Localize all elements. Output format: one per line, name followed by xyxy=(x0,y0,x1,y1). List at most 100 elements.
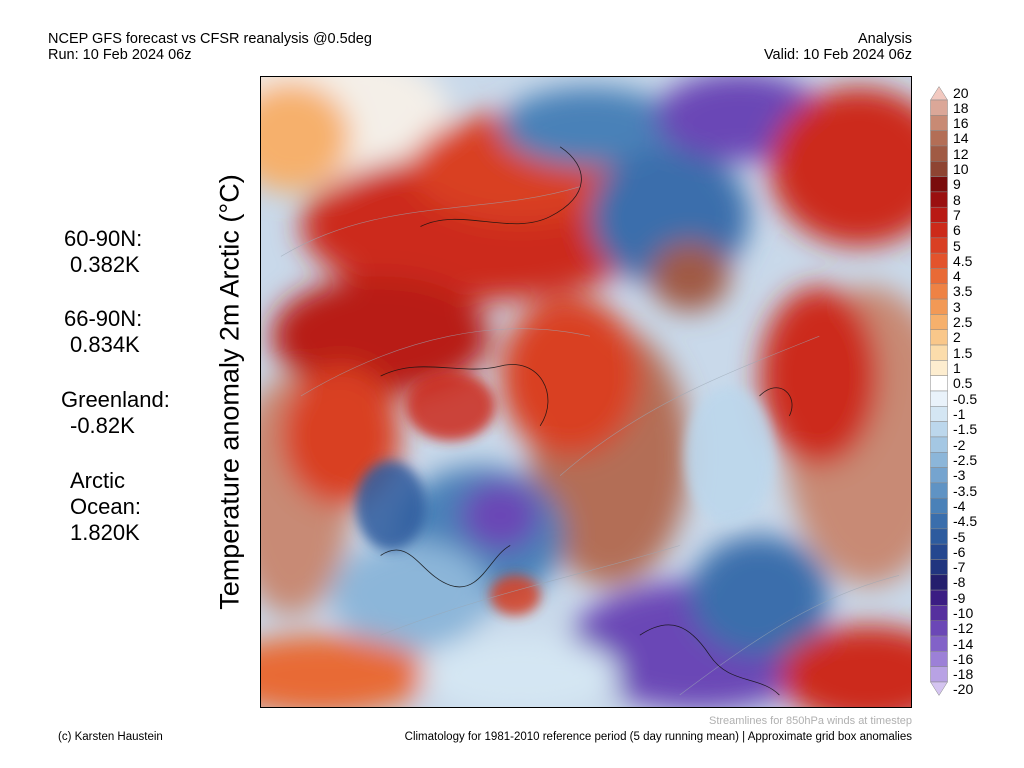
colorbar-tick-label: 2 xyxy=(953,329,961,346)
stat-66-90n-label: 66-90N: xyxy=(64,306,143,331)
colorbar-swatch xyxy=(930,99,948,116)
streamline-note: Streamlines for 850hPa winds at timestep xyxy=(709,715,912,727)
colorbar-tick-label: -7 xyxy=(953,559,966,576)
colorbar-tick-label: 12 xyxy=(953,145,969,162)
colorbar-swatch xyxy=(930,390,948,407)
anomaly-map-image xyxy=(261,77,911,707)
colorbar-swatch xyxy=(930,589,948,606)
colorbar-swatch xyxy=(930,344,948,361)
colorbar-tick-label: -9 xyxy=(953,589,966,606)
colorbar-swatch xyxy=(930,436,948,453)
colorbar xyxy=(930,86,948,696)
colorbar-tick-label: -20 xyxy=(953,681,974,697)
stat-greenland-label: Greenland: xyxy=(61,387,170,412)
colorbar-swatch xyxy=(930,86,948,101)
stat-60-90n-value: 0.382K xyxy=(70,252,140,277)
colorbar-swatch xyxy=(930,130,948,147)
colorbar-swatch xyxy=(930,497,948,514)
colorbar-swatch xyxy=(930,298,948,315)
colorbar-swatch xyxy=(930,528,948,545)
colorbar-tick-label: -4 xyxy=(953,497,966,514)
y-axis-label-container: Temperature anomaly 2m Arctic (°C) xyxy=(208,72,252,712)
colorbar-tick-label: -10 xyxy=(953,605,974,622)
colorbar-tick-label: 3.5 xyxy=(953,283,973,300)
colorbar-tick-label: 0.5 xyxy=(953,375,973,392)
colorbar-swatch xyxy=(930,543,948,560)
colorbar-tick-label: -16 xyxy=(953,651,974,668)
stat-66-90n-value: 0.834K xyxy=(70,332,140,357)
colorbar-swatch xyxy=(930,666,948,683)
colorbar-swatch xyxy=(930,237,948,254)
colorbar-swatches xyxy=(930,86,948,696)
colorbar-tick-label: 5 xyxy=(953,237,961,254)
valid-block: Analysis Valid: 10 Feb 2024 06z xyxy=(764,31,912,63)
colorbar-swatch xyxy=(930,145,948,162)
stat-greenland-value: -0.82K xyxy=(70,413,135,438)
colorbar-tick-label: -5 xyxy=(953,528,966,545)
colorbar-tick-label: 20 xyxy=(953,85,969,101)
valid-time: Valid: 10 Feb 2024 06z xyxy=(763,47,912,63)
colorbar-swatch xyxy=(930,191,948,208)
colorbar-swatch xyxy=(930,283,948,300)
colorbar-swatch xyxy=(930,574,948,591)
stat-arctic-ocean-label-2: Ocean: xyxy=(70,494,141,519)
colorbar-swatch xyxy=(930,314,948,330)
stat-60-90n-label: 60-90N: xyxy=(64,226,143,251)
colorbar-swatch xyxy=(930,421,948,438)
colorbar-tick-label: 2.5 xyxy=(953,314,973,331)
copyright: (c) Karsten Haustein xyxy=(58,731,163,743)
colorbar-swatch xyxy=(930,222,948,239)
colorbar-tick-label: -2 xyxy=(953,436,966,453)
colorbar-swatch xyxy=(930,161,948,177)
colorbar-swatch xyxy=(930,681,948,696)
colorbar-tick-label: -6 xyxy=(953,543,966,560)
colorbar-tick-label: 4.5 xyxy=(953,252,973,269)
colorbar-swatch xyxy=(930,452,948,468)
colorbar-swatch xyxy=(930,605,948,621)
colorbar-tick-label: 7 xyxy=(953,206,961,223)
stat-greenland: Greenland: -0.82K xyxy=(61,387,170,439)
colorbar-tick-label: -1.5 xyxy=(953,421,978,438)
stat-arctic-ocean-value: 1.820K xyxy=(70,520,140,545)
model-title: NCEP GFS forecast vs CFSR reanalysis @0.… xyxy=(48,31,372,47)
colorbar-tick-label: 10 xyxy=(953,160,969,177)
colorbar-tick-label: -0.5 xyxy=(953,390,978,407)
colorbar-tick-label: 1 xyxy=(953,360,961,377)
colorbar-tick-label: 14 xyxy=(953,130,969,147)
colorbar-tick-label: 16 xyxy=(953,114,969,131)
colorbar-swatch xyxy=(930,651,948,667)
title-block: NCEP GFS forecast vs CFSR reanalysis @0.… xyxy=(48,31,372,63)
colorbar-tick-label: -1 xyxy=(953,405,966,422)
colorbar-tick-label: 9 xyxy=(953,176,961,193)
analysis-label: Analysis xyxy=(858,31,912,47)
colorbar-tick-label: 3 xyxy=(953,298,961,315)
climatology-note: Climatology for 1981-2010 reference peri… xyxy=(404,731,912,743)
colorbar-tick-label: -14 xyxy=(953,635,974,652)
colorbar-swatch xyxy=(930,513,948,530)
colorbar-swatch xyxy=(930,329,948,346)
run-time: Run: 10 Feb 2024 06z xyxy=(48,47,192,63)
colorbar-tick-label: -12 xyxy=(953,620,974,637)
colorbar-swatch xyxy=(930,268,948,285)
colorbar-swatch xyxy=(930,252,948,269)
stat-60-90n: 60-90N: 0.382K xyxy=(64,226,142,278)
colorbar-tick-label: -4.5 xyxy=(953,513,978,530)
colorbar-tick-label: -3 xyxy=(953,467,966,484)
stat-arctic-ocean-label-1: Arctic xyxy=(70,468,125,493)
colorbar-swatch xyxy=(930,360,948,376)
colorbar-tick-label: 4 xyxy=(953,268,961,285)
colorbar-swatch xyxy=(930,406,948,422)
colorbar-swatch xyxy=(930,482,948,499)
colorbar-swatch xyxy=(930,176,948,193)
colorbar-tick-label: 8 xyxy=(953,191,961,208)
colorbar-tick-label: 1.5 xyxy=(953,344,973,361)
stat-66-90n: 66-90N: 0.834K xyxy=(64,306,142,358)
stat-arctic-ocean: Arctic Ocean: 1.820K xyxy=(70,468,141,546)
colorbar-swatch xyxy=(930,620,948,637)
colorbar-swatch xyxy=(930,206,948,223)
colorbar-swatch xyxy=(930,635,948,652)
colorbar-swatch xyxy=(930,467,948,484)
colorbar-tick-label: -8 xyxy=(953,574,966,591)
colorbar-swatch xyxy=(930,559,948,576)
colorbar-swatch xyxy=(930,375,948,392)
